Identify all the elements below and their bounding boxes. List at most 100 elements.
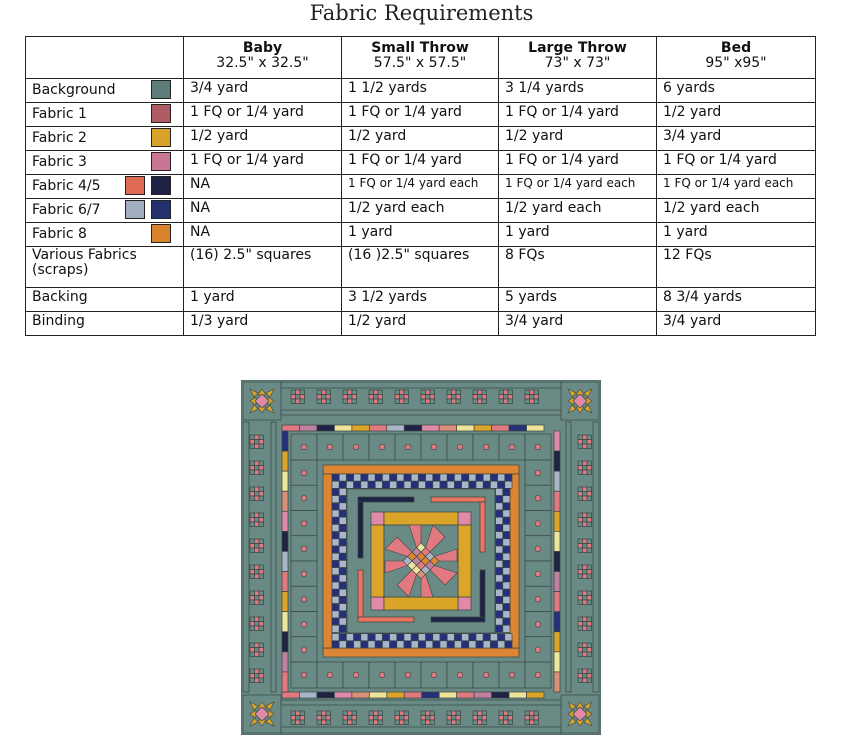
checker-square bbox=[497, 473, 506, 482]
nine-patch-square bbox=[347, 389, 353, 395]
nine-patch-square bbox=[582, 547, 588, 553]
nine-patch-square bbox=[498, 389, 504, 395]
table-cell: 1 FQ or 1/4 yard bbox=[341, 102, 499, 127]
checker-square bbox=[502, 596, 511, 604]
scrap-strip bbox=[281, 430, 289, 452]
nine-patch-square bbox=[533, 719, 539, 725]
table-cell: 1 yard bbox=[183, 287, 342, 312]
nine-patch-square bbox=[503, 719, 509, 725]
nine-patch-square bbox=[254, 621, 260, 627]
checker-square bbox=[495, 524, 504, 532]
nine-patch-square bbox=[577, 521, 583, 527]
quilt-patch bbox=[249, 404, 259, 414]
nine-patch-square bbox=[258, 651, 264, 657]
strip bbox=[479, 569, 486, 618]
checker-square bbox=[331, 524, 340, 532]
strip bbox=[479, 501, 486, 553]
quilt-patch bbox=[583, 388, 593, 398]
nine-patch-square bbox=[507, 710, 513, 716]
nine-patch-square bbox=[586, 460, 592, 466]
row-label-cell: Fabric 6/7 bbox=[25, 198, 184, 223]
scrap-strip bbox=[526, 691, 545, 699]
scrap-strip bbox=[281, 611, 289, 633]
checker-square bbox=[331, 516, 340, 525]
checker-square bbox=[502, 603, 511, 612]
nine-patch-square bbox=[586, 443, 592, 449]
nine-patch-square bbox=[586, 595, 592, 601]
nine-patch-square bbox=[373, 389, 379, 395]
scrap-strip bbox=[281, 470, 289, 492]
column-name: Large Throw bbox=[528, 40, 627, 56]
checker-square bbox=[353, 480, 362, 489]
nine-patch-square bbox=[524, 398, 530, 404]
checker-square bbox=[338, 574, 347, 583]
nine-patch-square bbox=[249, 495, 255, 501]
checker-square bbox=[360, 473, 369, 482]
row-label: Fabric 1 bbox=[32, 105, 87, 122]
nine-patch-square bbox=[258, 486, 264, 492]
nine-patch-square bbox=[249, 647, 255, 653]
nine-patch-square bbox=[258, 616, 264, 622]
scrap-strip bbox=[421, 424, 440, 432]
flower-block bbox=[394, 433, 422, 461]
flower-center bbox=[534, 570, 542, 578]
quilt-patch bbox=[249, 388, 259, 398]
nine-patch-square bbox=[582, 599, 588, 605]
scrap-strip bbox=[316, 424, 335, 432]
scrap-strip bbox=[553, 510, 561, 532]
nine-patch-square bbox=[472, 389, 478, 395]
checker-square bbox=[461, 480, 470, 489]
scrap-strip bbox=[553, 531, 561, 552]
checker-square bbox=[338, 545, 347, 554]
flower-center bbox=[534, 495, 542, 502]
page-title: Fabric Requirements bbox=[309, 1, 534, 25]
nine-patch-square bbox=[321, 719, 327, 725]
checker-square bbox=[338, 538, 347, 547]
nine-patch-square bbox=[472, 719, 478, 725]
nine-patch-square bbox=[295, 394, 301, 400]
scrap-strip bbox=[553, 450, 561, 472]
column-size: 57.5" x 57.5" bbox=[373, 55, 467, 71]
nine-patch-square bbox=[481, 389, 487, 395]
row-label: Fabric 3 bbox=[32, 153, 87, 170]
flower-center bbox=[378, 671, 386, 679]
table-cell: 1/2 yard bbox=[498, 126, 657, 151]
nine-patch-square bbox=[533, 715, 539, 721]
nine-patch-square bbox=[258, 673, 264, 679]
nine-patch-square bbox=[451, 394, 457, 400]
flower-center bbox=[352, 443, 360, 451]
scrap-strip bbox=[281, 551, 289, 572]
gold-border bbox=[370, 524, 385, 598]
checker-square bbox=[382, 633, 390, 642]
quilt-patch bbox=[249, 717, 259, 727]
checker-square bbox=[461, 633, 470, 642]
table-cell: 1 FQ or 1/4 yard bbox=[656, 150, 816, 175]
nine-patch-square bbox=[373, 398, 379, 404]
flower-center bbox=[534, 520, 542, 527]
nine-patch-square bbox=[586, 668, 592, 674]
nine-patch-square bbox=[577, 469, 583, 475]
flower-block bbox=[472, 433, 500, 461]
checker-square bbox=[432, 480, 441, 489]
border-strip bbox=[565, 421, 572, 693]
checker-square bbox=[495, 495, 504, 504]
nine-patch-square bbox=[577, 651, 583, 657]
flower-center bbox=[300, 495, 308, 502]
nine-patch-square bbox=[258, 434, 264, 440]
table-cell: 1 FQ or 1/4 yard bbox=[498, 102, 657, 127]
checker-square bbox=[338, 473, 347, 482]
checker-square bbox=[331, 502, 340, 511]
nine-patch-square bbox=[254, 469, 260, 475]
nine-patch-square bbox=[399, 394, 405, 400]
checker-square bbox=[495, 624, 504, 633]
strip bbox=[357, 496, 415, 503]
checker-square bbox=[353, 473, 362, 482]
nine-patch-square bbox=[249, 625, 255, 631]
scrap-strip bbox=[281, 631, 289, 653]
nine-patch-square bbox=[368, 394, 374, 400]
orange-border bbox=[509, 473, 520, 649]
quilt-patch bbox=[567, 717, 577, 727]
checker-square bbox=[482, 633, 491, 642]
checker-square bbox=[446, 480, 455, 489]
nine-patch-square bbox=[258, 465, 264, 471]
